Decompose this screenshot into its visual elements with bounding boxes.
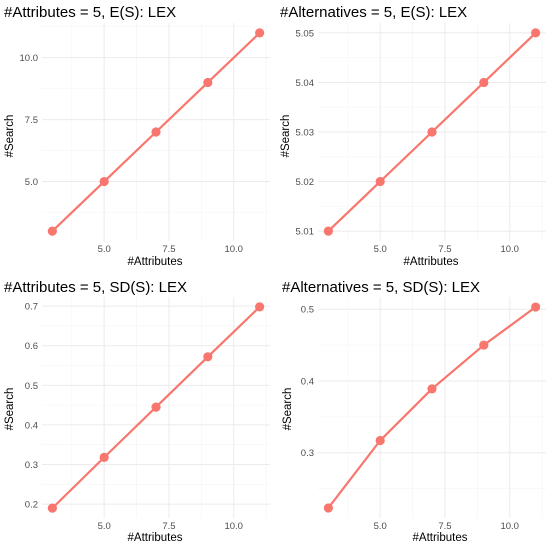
- y-tick-label: 0.4: [25, 420, 38, 431]
- data-point: [151, 127, 161, 137]
- panel-1-data: [47, 28, 265, 236]
- panel-4-y-axis-label: #Search: [282, 388, 294, 431]
- data-point: [479, 340, 489, 350]
- data-point: [323, 503, 333, 513]
- x-tick-label: 7.5: [438, 521, 451, 532]
- data-point: [375, 176, 385, 187]
- x-tick-label: 5.0: [374, 521, 387, 532]
- x-tick-label: 5.0: [98, 521, 111, 532]
- panel-2-data: [323, 28, 541, 236]
- panel-2-y-axis-label: #Search: [280, 115, 292, 158]
- data-point: [427, 384, 437, 394]
- y-tick-label: 0.7: [25, 302, 38, 313]
- panel-4-title: #Alternatives = 5, SD(S): LEX: [282, 279, 480, 296]
- panel-3-y-axis-label: #Search: [4, 388, 16, 431]
- x-tick-label: 7.5: [162, 244, 175, 255]
- x-tick-label: 10.0: [500, 521, 519, 532]
- panel-4-ticks: 5.0 7.5 10.0 0.3 0.4 0.5: [301, 305, 519, 532]
- panel-1-ticks: 5.0 7.5 10.0 5.0 7.5 10.0: [20, 53, 243, 255]
- y-tick-label: 0.6: [25, 341, 38, 352]
- data-point: [255, 302, 265, 312]
- y-tick-label: 5.02: [296, 177, 315, 188]
- x-tick-label: 7.5: [438, 244, 451, 255]
- y-tick-label: 5.03: [296, 128, 315, 139]
- x-tick-label: 10.0: [224, 244, 243, 255]
- panel-3-data: [47, 302, 265, 513]
- x-tick-label: 10.0: [224, 521, 243, 532]
- panel-2-x-axis-label: #Attributes: [404, 256, 459, 268]
- panel-4-x-axis-label: #Attributes: [413, 532, 468, 544]
- data-point: [427, 127, 437, 137]
- panel-3: #Attributes = 5, SD(S): LEX #Search #Att…: [4, 279, 270, 544]
- data-point: [531, 302, 541, 312]
- y-tick-label: 10.0: [20, 53, 39, 64]
- y-tick-label: 5.0: [25, 177, 38, 188]
- panel-1-x-axis-label: #Attributes: [128, 256, 183, 268]
- x-tick-label: 5.0: [374, 244, 387, 255]
- panel-1-title: #Attributes = 5, E(S): LEX: [4, 4, 176, 21]
- y-tick-label: 0.3: [25, 460, 38, 471]
- panel-4: #Alternatives = 5, SD(S): LEX #Search #A…: [282, 279, 546, 544]
- data-point: [203, 77, 213, 88]
- data-point: [47, 503, 57, 513]
- y-tick-label: 0.3: [301, 448, 314, 459]
- panel-2-ticks: 5.0 7.5 10.0 5.01 5.02 5.03 5.04 5.05: [296, 28, 519, 255]
- panel-4-data: [323, 302, 541, 513]
- data-point: [375, 435, 385, 446]
- y-tick-label: 0.5: [301, 305, 314, 316]
- panel-3-grid: [42, 297, 270, 518]
- data-point: [479, 77, 489, 88]
- panel-2-title: #Alternatives = 5, E(S): LEX: [280, 4, 467, 21]
- y-tick-label: 5.05: [296, 28, 315, 39]
- y-tick-label: 5.01: [296, 227, 315, 238]
- panel-3-title: #Attributes = 5, SD(S): LEX: [4, 279, 187, 296]
- series-line: [327, 305, 537, 510]
- y-tick-label: 0.4: [301, 376, 314, 387]
- panel-3-x-axis-label: #Attributes: [128, 532, 183, 544]
- panel-1-grid: [42, 23, 270, 241]
- y-tick-label: 0.5: [25, 381, 38, 392]
- y-tick-label: 5.04: [296, 78, 315, 89]
- x-tick-label: 10.0: [500, 244, 519, 255]
- panel-3-ticks: 5.0 7.5 10.0 0.2 0.3 0.4 0.5 0.6 0.7: [25, 302, 243, 532]
- panel-1-y-axis-label: #Search: [4, 115, 16, 158]
- data-point: [203, 352, 213, 362]
- data-point: [99, 176, 109, 187]
- x-tick-label: 5.0: [98, 244, 111, 255]
- data-point: [323, 226, 333, 236]
- data-point: [531, 28, 541, 38]
- x-tick-label: 7.5: [162, 521, 175, 532]
- y-tick-label: 0.2: [25, 500, 38, 511]
- data-point: [47, 226, 57, 236]
- data-point: [255, 28, 265, 38]
- y-tick-label: 7.5: [25, 115, 38, 126]
- data-point: [151, 402, 161, 412]
- panel-4-grid: [318, 297, 546, 518]
- panel-2: #Alternatives = 5, E(S): LEX #Search #At…: [280, 4, 546, 268]
- panel-1: #Attributes = 5, E(S): LEX #Search #Attr…: [4, 4, 270, 268]
- data-point: [99, 452, 109, 463]
